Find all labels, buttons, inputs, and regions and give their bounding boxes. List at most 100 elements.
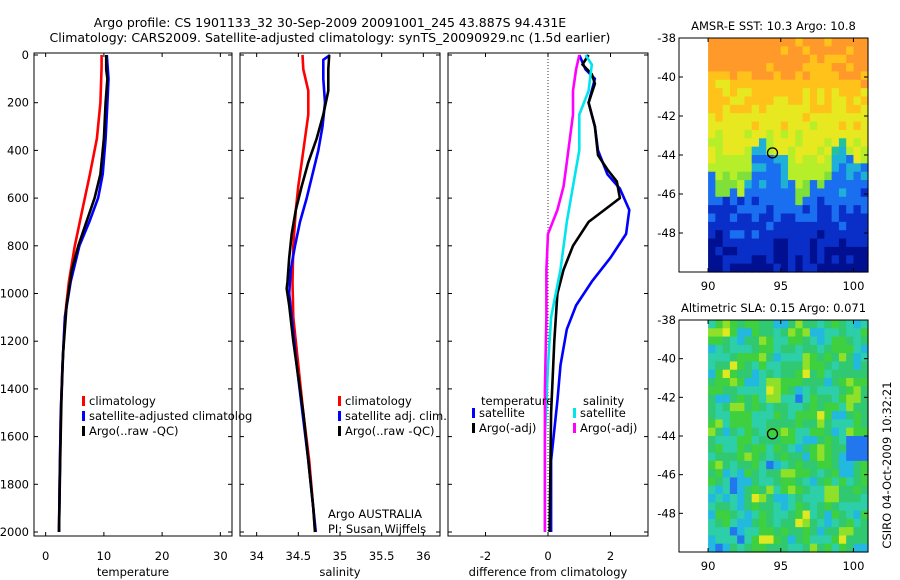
heatmap-cell bbox=[722, 527, 731, 537]
heatmap-cell bbox=[758, 344, 767, 354]
heatmap-cell bbox=[744, 411, 753, 421]
heatmap-cell bbox=[853, 361, 862, 371]
heatmap-cell bbox=[860, 104, 869, 114]
map-y-tick-label: -38 bbox=[657, 31, 676, 45]
heatmap-cell bbox=[817, 88, 825, 98]
heatmap-cell bbox=[846, 138, 855, 148]
heatmap-cell bbox=[795, 38, 804, 47]
heatmap-cell bbox=[846, 180, 855, 190]
heatmap-cell bbox=[831, 460, 840, 470]
heatmap-cell bbox=[758, 88, 767, 98]
heatmap-cell bbox=[809, 386, 818, 396]
heatmap-cell bbox=[766, 485, 775, 495]
heatmap-cell bbox=[722, 129, 731, 139]
legend-swatch bbox=[82, 411, 85, 421]
heatmap-cell bbox=[780, 394, 789, 404]
heatmap-cell bbox=[809, 328, 818, 338]
heatmap-cell bbox=[809, 394, 818, 404]
heatmap-cell bbox=[853, 402, 862, 412]
heatmap-cell bbox=[817, 113, 825, 123]
heatmap-cell bbox=[809, 213, 818, 223]
heatmap-cell bbox=[817, 394, 825, 404]
heatmap-cell bbox=[744, 155, 753, 164]
heatmap-cell bbox=[744, 96, 753, 106]
heatmap-cell bbox=[846, 71, 855, 81]
heatmap-cell bbox=[722, 46, 731, 56]
legend-swatch bbox=[338, 411, 341, 421]
heatmap-cell bbox=[744, 221, 753, 231]
heatmap-cell bbox=[795, 88, 804, 98]
heatmap-cell bbox=[766, 96, 775, 106]
heatmap-cell bbox=[715, 444, 724, 454]
heatmap-cell bbox=[860, 171, 869, 181]
heatmap-cell bbox=[846, 96, 855, 106]
heatmap-cell bbox=[722, 494, 731, 503]
heatmap-cell bbox=[846, 402, 855, 412]
heatmap-cell bbox=[737, 63, 746, 73]
heatmap-cell bbox=[780, 361, 789, 371]
heatmap-cell bbox=[715, 485, 724, 495]
heatmap-cell bbox=[715, 221, 724, 231]
heatmap-cell bbox=[860, 510, 869, 520]
heatmap-cell bbox=[729, 138, 738, 148]
heatmap-cell bbox=[802, 336, 811, 346]
heatmap-cell bbox=[795, 427, 804, 437]
map-y-tick-label: -38 bbox=[657, 313, 676, 327]
heatmap-cell bbox=[788, 427, 796, 437]
heatmap-cell bbox=[860, 344, 869, 354]
heatmap-cell bbox=[853, 71, 862, 81]
heatmap-cell bbox=[744, 180, 753, 190]
heatmap-cell bbox=[809, 353, 818, 363]
heatmap-cell bbox=[824, 394, 833, 404]
heatmap-cell bbox=[853, 88, 862, 98]
heatmap-cell bbox=[780, 180, 789, 190]
heatmap-cell bbox=[758, 460, 767, 470]
heatmap-cell bbox=[853, 502, 862, 512]
heatmap-cell bbox=[846, 535, 855, 545]
heatmap-cell bbox=[809, 263, 818, 273]
heatmap-cell bbox=[773, 344, 782, 354]
heatmap-cell bbox=[751, 336, 760, 346]
heatmap-cell bbox=[737, 411, 746, 421]
heatmap-cell bbox=[766, 121, 775, 131]
heatmap-cell bbox=[708, 63, 716, 73]
heatmap-cell bbox=[838, 378, 847, 387]
heatmap-cell bbox=[780, 230, 789, 240]
legend-swatch bbox=[472, 423, 475, 433]
heatmap-cell bbox=[817, 543, 825, 553]
heatmap-cell bbox=[860, 427, 869, 437]
heatmap-cell bbox=[737, 255, 746, 265]
heatmap-cell bbox=[773, 213, 782, 223]
heatmap-cell bbox=[802, 221, 811, 231]
heatmap-cell bbox=[853, 255, 862, 265]
heatmap-cell bbox=[860, 96, 869, 106]
heatmap-cell bbox=[744, 38, 753, 47]
heatmap-cell bbox=[758, 171, 767, 181]
heatmap-cell bbox=[751, 452, 760, 462]
heatmap-cell bbox=[838, 494, 847, 503]
heatmap-cell bbox=[758, 205, 767, 215]
heatmap-cell bbox=[802, 436, 811, 445]
heatmap-cell bbox=[795, 104, 804, 114]
heatmap-cell bbox=[802, 411, 811, 421]
heatmap-cell bbox=[824, 54, 833, 64]
heatmap-cell bbox=[831, 196, 840, 206]
heatmap-cell bbox=[846, 460, 855, 470]
heatmap-cell bbox=[751, 129, 760, 139]
heatmap-cell bbox=[824, 63, 833, 73]
heatmap-cell bbox=[809, 452, 818, 462]
heatmap-cell bbox=[802, 460, 811, 470]
heatmap-cell bbox=[824, 469, 833, 479]
heatmap-cell bbox=[860, 535, 869, 545]
heatmap-cell bbox=[744, 129, 753, 139]
legend-label: satellite bbox=[580, 406, 626, 420]
heatmap-cell bbox=[737, 535, 746, 545]
heatmap-cell bbox=[809, 477, 818, 487]
heatmap-cell bbox=[722, 452, 731, 462]
heatmap-cell bbox=[751, 121, 760, 131]
heatmap-cell bbox=[802, 419, 811, 429]
heatmap-cell bbox=[766, 263, 775, 273]
heatmap-cell bbox=[708, 477, 716, 487]
heatmap-cell bbox=[860, 138, 869, 148]
heatmap-cell bbox=[795, 213, 804, 223]
